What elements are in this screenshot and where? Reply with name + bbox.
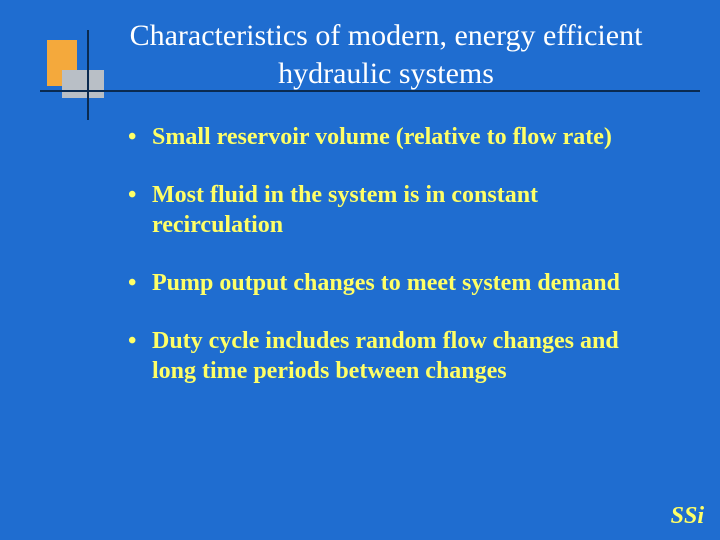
bullet-item: Most fluid in the system is in constant … <box>128 180 660 240</box>
slide-title: Characteristics of modern, energy effici… <box>92 17 680 92</box>
slide: Characteristics of modern, energy effici… <box>0 0 720 540</box>
bullet-item: Small reservoir volume (relative to flow… <box>128 122 660 152</box>
deco-vertical-line <box>87 30 89 120</box>
logo-text: SSi <box>671 503 704 530</box>
bullet-item: Duty cycle includes random flow changes … <box>128 326 660 386</box>
slide-content: Small reservoir volume (relative to flow… <box>128 122 660 414</box>
bullet-item: Pump output changes to meet system deman… <box>128 268 660 298</box>
bullet-list: Small reservoir volume (relative to flow… <box>128 122 660 386</box>
